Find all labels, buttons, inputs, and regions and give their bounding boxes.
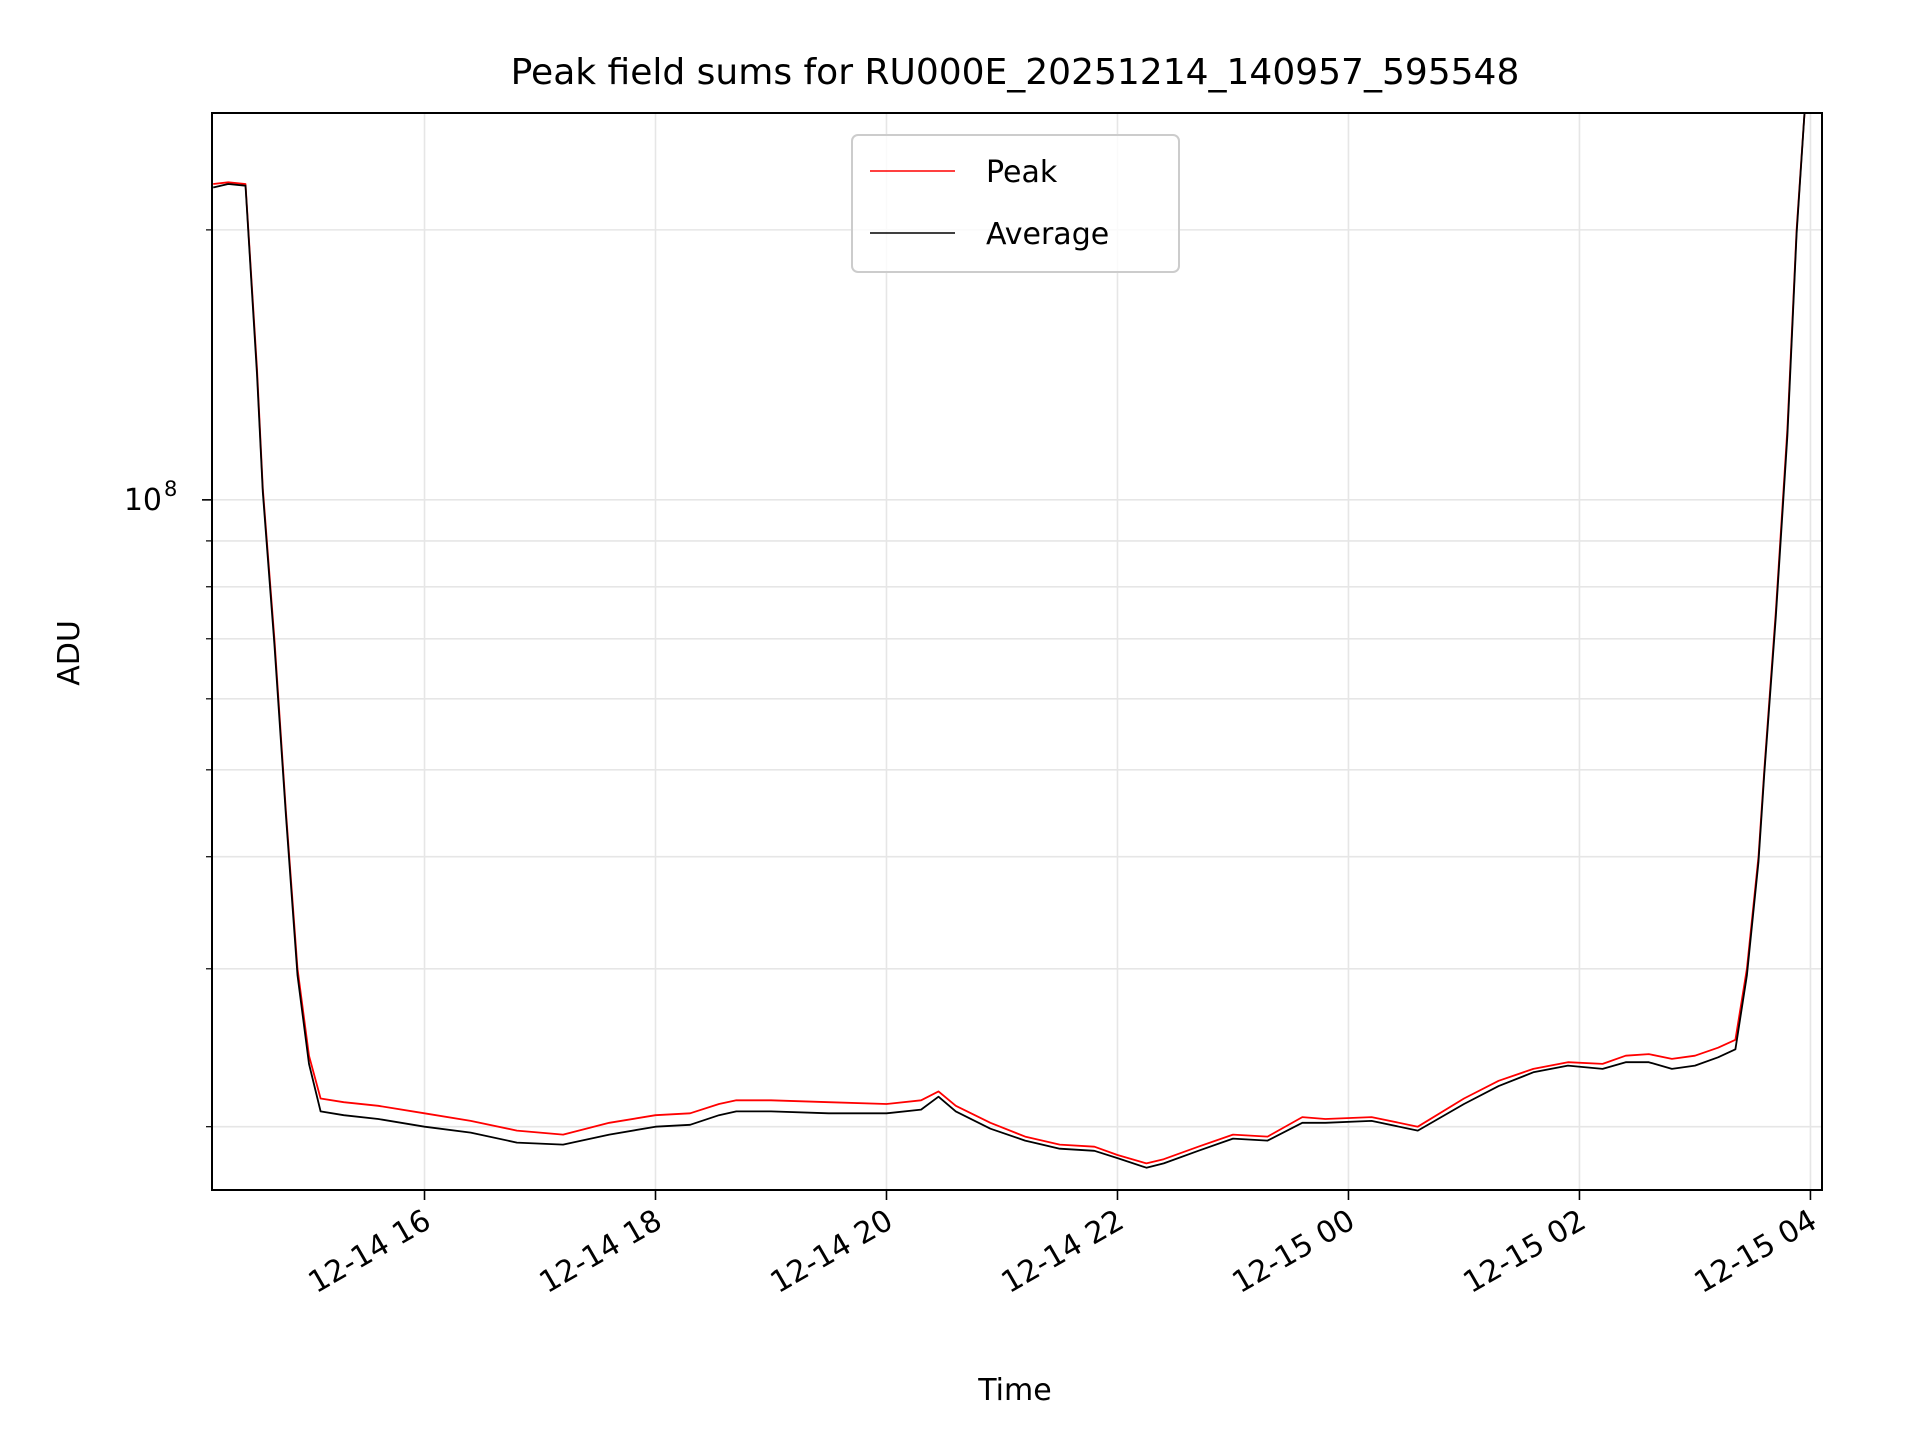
grid-lines (212, 113, 1822, 1190)
series-line-peak (213, 113, 1806, 1165)
plot-area-frame (211, 112, 1823, 1191)
x-axis-label: Time (977, 1373, 1051, 1408)
legend: Peak Average (851, 134, 1180, 273)
legend-average-label: Average (986, 217, 1109, 252)
legend-box (851, 134, 1180, 273)
legend-peak-label: Peak (986, 155, 1058, 190)
y-axis-ticks: 10 8 (124, 229, 212, 1128)
y-axis-label: ADU (52, 620, 87, 686)
y-tick-label-base: 10 (124, 483, 162, 518)
series-lines (212, 113, 1806, 1169)
y-tick-label-exponent: 8 (164, 477, 177, 501)
series-line-average (212, 113, 1806, 1169)
chart-title: Peak field sums for RU000E_20251214_1409… (511, 52, 1520, 93)
